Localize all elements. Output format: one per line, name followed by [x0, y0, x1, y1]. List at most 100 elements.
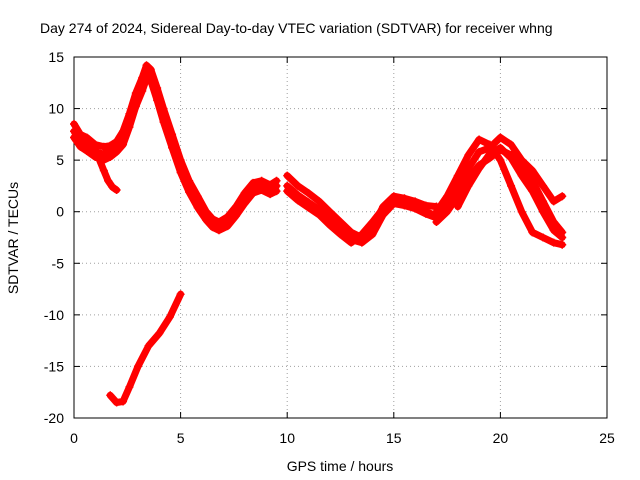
data-point — [368, 230, 377, 239]
data-point — [185, 188, 194, 197]
data-point — [539, 233, 548, 242]
data-point — [176, 290, 185, 299]
data-point — [528, 187, 537, 196]
x-tick-label: 25 — [599, 430, 615, 446]
data-point — [112, 186, 121, 195]
y-tick-label: 15 — [48, 49, 64, 65]
data-point — [347, 238, 356, 247]
data-point — [336, 218, 345, 227]
x-axis-label: GPS time / hours — [287, 458, 394, 474]
data-point — [507, 140, 516, 149]
data-point — [159, 117, 168, 126]
data-point — [549, 226, 558, 235]
data-point — [119, 397, 128, 406]
data-point — [368, 218, 377, 227]
series-arc-5 — [106, 290, 185, 407]
data-point — [421, 207, 430, 216]
data-point — [70, 120, 78, 129]
data-point — [558, 240, 567, 249]
data-point — [131, 102, 140, 111]
data-point — [549, 197, 558, 206]
data-point — [379, 204, 388, 213]
data-point — [283, 171, 292, 180]
y-tick-label: -15 — [44, 358, 64, 374]
data-point — [266, 190, 275, 199]
data-point — [165, 312, 174, 321]
data-point — [304, 203, 313, 212]
data-point — [496, 133, 505, 142]
data-point — [104, 176, 113, 185]
data-point — [293, 181, 302, 190]
y-tick-label: -5 — [52, 255, 65, 271]
data-point — [325, 207, 334, 216]
data-point — [507, 154, 516, 163]
data-point — [443, 207, 452, 216]
data-point — [125, 383, 134, 392]
data-point — [70, 133, 78, 142]
data-point — [517, 207, 526, 216]
data-point — [112, 398, 121, 407]
data-series — [70, 61, 567, 407]
data-point — [119, 140, 128, 149]
data-point — [453, 202, 462, 211]
data-point — [558, 192, 567, 201]
data-point — [95, 156, 104, 165]
data-point — [432, 218, 441, 227]
data-point — [315, 210, 324, 219]
series-arc-1c — [70, 74, 281, 235]
data-point — [99, 166, 108, 175]
data-point — [155, 329, 164, 338]
x-tick-labels: 0 5 10 15 20 25 — [70, 430, 615, 446]
data-point — [411, 202, 420, 211]
data-point — [108, 182, 117, 191]
data-point — [168, 143, 177, 152]
data-point — [325, 221, 334, 230]
data-point — [138, 87, 147, 96]
data-point — [257, 186, 266, 195]
data-point — [133, 362, 142, 371]
series-arc-3c — [283, 187, 441, 247]
data-point — [496, 143, 505, 152]
y-axis-label: SDTVAR / TECUs — [5, 182, 21, 294]
data-point — [464, 150, 473, 159]
chart-title: Day 274 of 2024, Sidereal Day-to-day VTE… — [40, 20, 553, 36]
data-point — [193, 203, 202, 212]
data-point — [357, 238, 366, 247]
x-tick-label: 0 — [70, 430, 78, 446]
data-point — [142, 74, 151, 83]
series-arc-4b — [432, 133, 567, 221]
y-tick-label: 0 — [56, 204, 64, 220]
y-tick-label: 5 — [56, 152, 64, 168]
data-point — [357, 230, 366, 239]
data-point — [176, 168, 185, 177]
data-point — [106, 391, 115, 400]
x-tick-label: 15 — [386, 430, 402, 446]
data-point — [528, 166, 537, 175]
data-point — [153, 96, 162, 105]
data-point — [400, 198, 409, 207]
data-point — [82, 133, 91, 142]
data-point — [208, 223, 217, 232]
data-point — [240, 199, 249, 208]
data-point — [272, 187, 281, 196]
data-point — [475, 164, 484, 173]
data-point — [283, 187, 292, 196]
data-point — [528, 176, 537, 185]
data-point — [293, 196, 302, 205]
data-point — [539, 181, 548, 190]
axis-ticks — [73, 56, 608, 419]
data-point — [464, 181, 473, 190]
data-point — [336, 230, 345, 239]
data-point — [485, 149, 494, 158]
data-point — [549, 238, 558, 247]
data-point — [464, 164, 473, 173]
x-tick-label: 5 — [177, 430, 185, 446]
data-point — [517, 171, 526, 180]
y-tick-label: -20 — [44, 410, 64, 426]
data-point — [125, 123, 134, 132]
data-point — [223, 222, 232, 231]
data-point — [112, 147, 121, 156]
data-point — [91, 145, 100, 154]
data-point — [315, 197, 324, 206]
